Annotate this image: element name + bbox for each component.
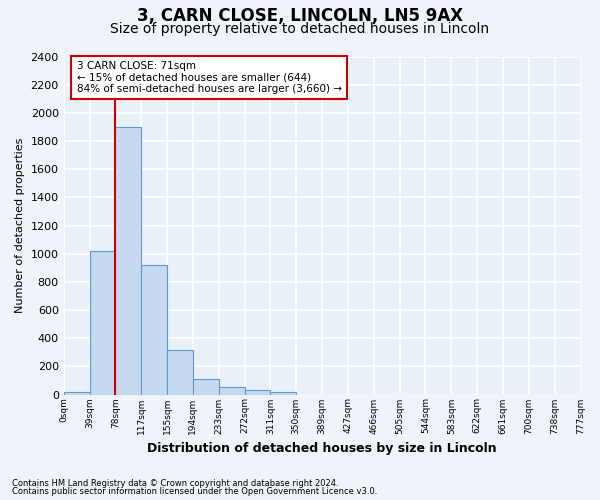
Text: Contains public sector information licensed under the Open Government Licence v3: Contains public sector information licen… — [12, 487, 377, 496]
Bar — [193, 379, 219, 394]
Text: Size of property relative to detached houses in Lincoln: Size of property relative to detached ho… — [110, 22, 490, 36]
Text: 3 CARN CLOSE: 71sqm
← 15% of detached houses are smaller (644)
84% of semi-detac: 3 CARN CLOSE: 71sqm ← 15% of detached ho… — [77, 60, 341, 94]
Bar — [219, 387, 245, 394]
Bar — [89, 251, 115, 394]
Bar — [245, 390, 271, 394]
Bar — [271, 392, 296, 394]
Text: 3, CARN CLOSE, LINCOLN, LN5 9AX: 3, CARN CLOSE, LINCOLN, LN5 9AX — [137, 8, 463, 26]
Bar — [167, 350, 193, 395]
Y-axis label: Number of detached properties: Number of detached properties — [15, 138, 25, 313]
Bar — [115, 127, 141, 394]
Bar — [64, 392, 89, 394]
X-axis label: Distribution of detached houses by size in Lincoln: Distribution of detached houses by size … — [147, 442, 497, 455]
Bar — [141, 265, 167, 394]
Text: Contains HM Land Registry data © Crown copyright and database right 2024.: Contains HM Land Registry data © Crown c… — [12, 478, 338, 488]
